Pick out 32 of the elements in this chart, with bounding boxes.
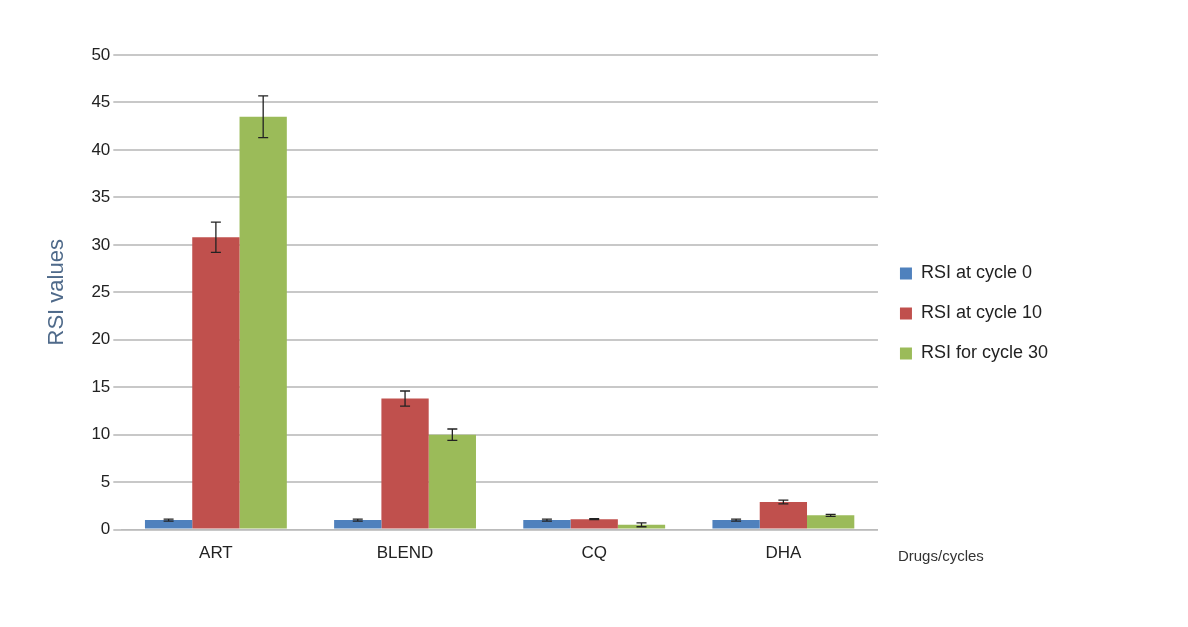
bar [712,520,760,529]
x-tick-label: DHA [765,543,802,563]
bar [144,520,193,529]
bar [334,520,382,529]
y-tick-label: 0 [100,519,111,539]
legend-label: RSI for cycle 30 [920,342,1048,363]
y-tick-label: 10 [91,424,111,444]
bar [428,434,476,529]
x-tick-label: CQ [581,543,607,563]
y-tick-label: 25 [91,281,111,301]
bar [759,502,808,529]
y-tick-label: 5 [100,471,111,491]
y-axis-title: RSI values [43,239,69,346]
y-tick-label: 15 [91,376,111,396]
y-tick-label: 30 [91,234,111,254]
bar [239,116,287,529]
legend-label: RSI at cycle 0 [920,262,1032,283]
bar [192,237,240,529]
x-tick-label: BLEND [376,543,434,563]
bar [807,515,855,529]
y-tick-label: 50 [91,44,111,64]
legend-label: RSI at cycle 10 [920,302,1043,323]
bar [617,524,666,529]
y-tick-label: 35 [91,187,111,207]
y-tick-label: 40 [91,139,111,159]
bar [523,520,571,529]
bar [570,519,618,529]
bar [381,398,429,529]
x-tick-label: ART [199,543,233,563]
x-axis-title: Drugs/cycles [897,546,984,564]
y-tick-label: 20 [91,329,111,349]
y-tick-label: 45 [91,92,111,112]
